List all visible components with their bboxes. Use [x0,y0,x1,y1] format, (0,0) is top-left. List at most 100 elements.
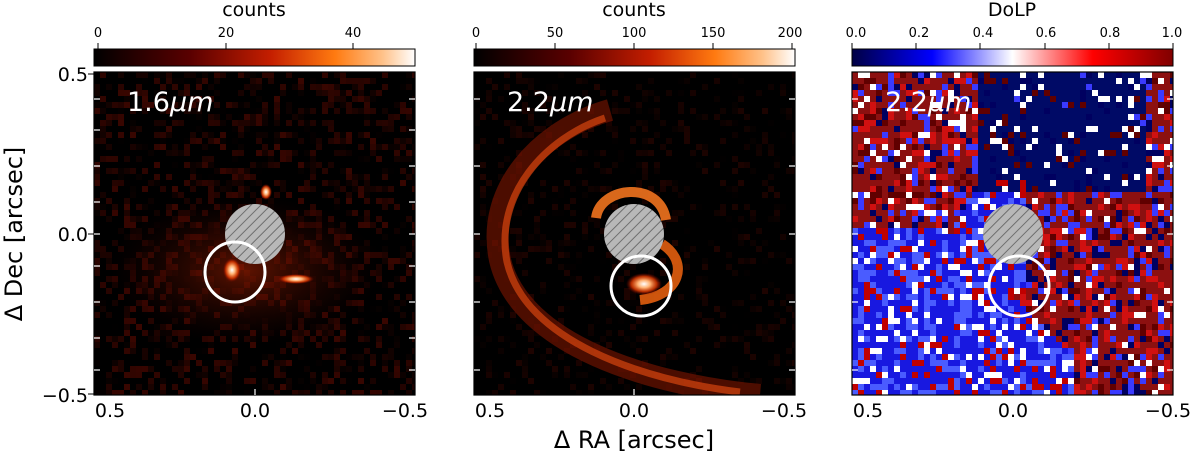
noise-pixel [1026,150,1032,156]
noise-pixel [1032,372,1038,378]
noise-pixel [1032,276,1038,282]
noise-pixel [894,336,900,342]
colorbar-tick: 1.0 [1162,26,1183,41]
noise-pixel [564,306,570,312]
noise-pixel [726,120,732,126]
noise-pixel [118,366,124,372]
noise-pixel [990,132,996,138]
noise-pixel [666,138,672,144]
noise-pixel [1068,180,1074,186]
noise-pixel [1128,126,1134,132]
noise-pixel [1062,270,1068,276]
noise-pixel [310,108,316,114]
noise-pixel [504,120,510,126]
noise-pixel [666,90,672,96]
noise-pixel [882,276,888,282]
noise-pixel [1020,318,1026,324]
noise-pixel [864,360,870,366]
noise-pixel [196,114,202,120]
noise-pixel [1104,252,1110,258]
noise-pixel [1032,360,1038,366]
noise-pixel [406,78,412,84]
noise-pixel [894,312,900,318]
noise-pixel [238,114,244,120]
noise-pixel [930,342,936,348]
noise-pixel [172,78,178,84]
noise-pixel [298,138,304,144]
noise-pixel [972,324,978,330]
noise-pixel [304,120,310,126]
noise-pixel [870,390,876,395]
noise-pixel [624,294,630,300]
noise-pixel [510,246,516,252]
noise-pixel [232,168,238,174]
noise-pixel [352,186,358,192]
noise-pixel [244,378,250,384]
noise-pixel [702,168,708,174]
noise-pixel [966,312,972,318]
noise-pixel [894,294,900,300]
noise-pixel [1056,144,1062,150]
noise-pixel [960,288,966,294]
noise-pixel [1158,354,1164,360]
noise-pixel [1056,366,1062,372]
noise-pixel [960,306,966,312]
noise-pixel [1098,294,1104,300]
noise-pixel [912,168,918,174]
noise-pixel [918,390,924,395]
noise-pixel [912,222,918,228]
noise-pixel [1134,120,1140,126]
noise-pixel [1122,120,1128,126]
noise-pixel [744,204,750,210]
noise-pixel [1032,114,1038,120]
noise-pixel [382,168,388,174]
noise-pixel [1086,198,1092,204]
noise-pixel [852,360,858,366]
noise-pixel [912,276,918,282]
noise-pixel [966,186,972,192]
noise-pixel [876,318,882,324]
noise-pixel [696,276,702,282]
noise-pixel [400,126,406,132]
inner-ring-middle [591,187,671,222]
noise-pixel [870,258,876,264]
noise-pixel [744,258,750,264]
noise-pixel [1086,90,1092,96]
noise-pixel [142,354,148,360]
noise-pixel [900,120,906,126]
noise-pixel [1068,126,1074,132]
noise-pixel [876,264,882,270]
noise-pixel [1014,150,1020,156]
noise-pixel [732,72,738,78]
noise-pixel [238,168,244,174]
noise-pixel [1056,210,1062,216]
noise-pixel [1008,180,1014,186]
noise-pixel [382,360,388,366]
noise-pixel [732,90,738,96]
noise-pixel [660,258,666,264]
noise-pixel [852,366,858,372]
noise-pixel [870,234,876,240]
noise-pixel [1104,318,1110,324]
noise-pixel [858,72,864,78]
noise-pixel [178,78,184,84]
noise-pixel [400,102,406,108]
noise-pixel [618,150,624,156]
noise-pixel [1044,156,1050,162]
noise-pixel [1140,228,1146,234]
noise-pixel [648,138,654,144]
noise-pixel [130,120,136,126]
noise-pixel [1032,180,1038,186]
noise-pixel [1104,174,1110,180]
noise-pixel [894,354,900,360]
noise-pixel [1062,288,1068,294]
noise-pixel [406,150,412,156]
noise-pixel [310,372,316,378]
noise-pixel [124,96,130,102]
noise-pixel [786,108,792,114]
noise-pixel [1002,192,1008,198]
noise-pixel [606,300,612,306]
noise-pixel [208,162,214,168]
noise-pixel [394,150,400,156]
noise-pixel [214,360,220,366]
